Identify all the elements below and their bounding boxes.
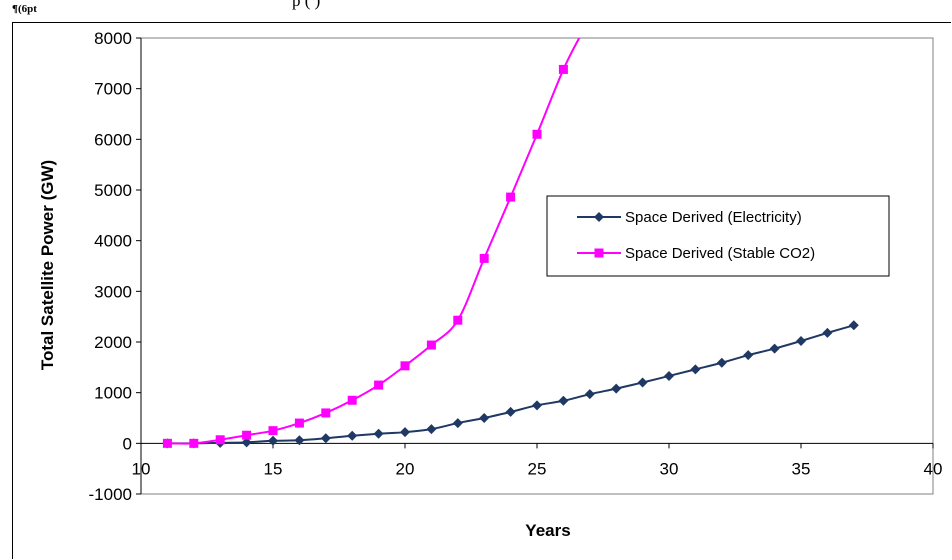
data-point (294, 418, 304, 428)
y-tick-label: 6000 (94, 130, 132, 149)
legend-marker (594, 248, 604, 258)
data-point (479, 253, 489, 263)
y-tick-label: 3000 (94, 282, 132, 301)
data-point (558, 64, 568, 74)
data-point (664, 370, 674, 381)
y-tick-label: 4000 (94, 232, 132, 251)
x-tick-label: 30 (660, 459, 679, 478)
y-tick-label: 1000 (94, 384, 132, 403)
data-point (506, 192, 516, 202)
data-point (690, 364, 701, 375)
legend: Space Derived (Electricity) Space Derived… (546, 195, 890, 277)
y-tick-label: 2000 (94, 333, 132, 352)
data-point (558, 395, 569, 406)
data-point (848, 320, 859, 331)
data-point (241, 437, 252, 448)
data-point (347, 395, 357, 405)
data-point (400, 427, 410, 438)
x-tick-label: 25 (528, 459, 547, 478)
y-tick-label: 5000 (94, 181, 132, 200)
legend-box (546, 195, 890, 277)
data-point (532, 129, 542, 139)
legend-label: Space Derived (Stable CO2) (625, 245, 815, 262)
data-point (743, 350, 754, 361)
data-point (822, 327, 833, 338)
data-point (426, 340, 436, 350)
data-point (426, 424, 437, 435)
y-tick-label: -1000 (89, 485, 132, 504)
data-point (320, 433, 331, 444)
data-point (637, 377, 648, 388)
legend-label: Space Derived (Electricity) (625, 209, 802, 226)
x-tick-label: 35 (792, 459, 811, 478)
data-point (215, 435, 225, 445)
data-point (373, 428, 384, 439)
data-point (400, 361, 410, 371)
data-point (374, 380, 384, 390)
data-point (584, 389, 595, 400)
legend-marker (594, 212, 604, 222)
series-1 (162, 320, 859, 449)
paragraph-mark: ¶(6pt (12, 3, 37, 15)
data-point (162, 438, 172, 448)
x-tick-label: 40 (924, 459, 943, 478)
series-2 (162, 38, 581, 448)
data-point (347, 430, 358, 441)
data-point (294, 435, 305, 446)
y-tick-label: 8000 (94, 29, 132, 48)
data-point (189, 438, 199, 448)
y-tick-label: 7000 (94, 80, 132, 99)
data-point (268, 435, 278, 446)
data-point (769, 343, 780, 354)
data-point (479, 413, 490, 423)
cropped-caption: p ( ) (292, 0, 321, 10)
data-point (716, 357, 727, 368)
data-point (321, 408, 331, 418)
y-tick-label: 0 (123, 434, 132, 453)
data-point (452, 418, 463, 429)
data-point (268, 426, 278, 436)
x-axis-title: Years (525, 521, 570, 540)
chart-frame (12, 22, 951, 559)
x-tick-label: 20 (396, 459, 415, 478)
data-point (532, 400, 542, 411)
data-point (505, 406, 516, 417)
series-layer (162, 38, 859, 449)
x-tick-label: 10 (132, 459, 151, 478)
data-point (242, 430, 252, 440)
y-axis-title: Total Satellite Power (GW) (38, 160, 57, 370)
data-point (453, 315, 463, 325)
x-tick-label: 15 (264, 459, 283, 478)
data-point (796, 335, 806, 346)
data-point (611, 383, 622, 394)
axes: -1000 0 1000 2000 3000 4000 5000 6000 7000 8000 10… (89, 29, 943, 504)
